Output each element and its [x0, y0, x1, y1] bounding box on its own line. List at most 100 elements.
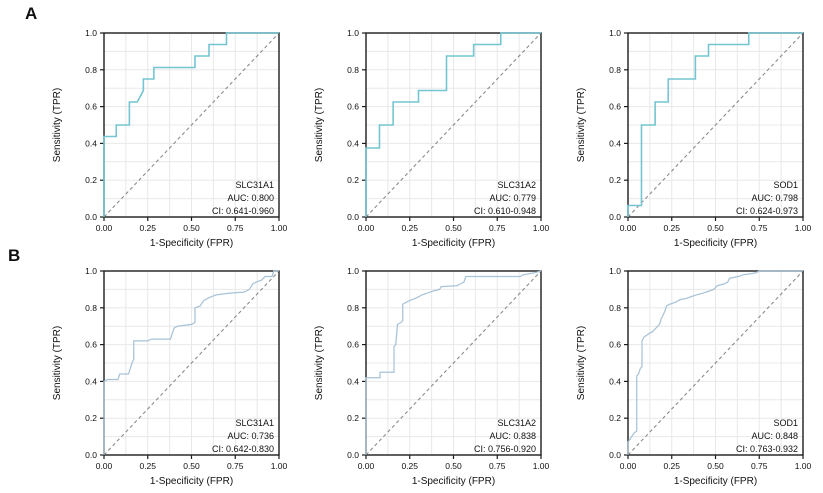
y-axis-label: Sensitivity (TPR): [576, 326, 587, 400]
x-tick-label: 0.75: [227, 223, 244, 233]
panel-b-slc31a1: 0.00 0.25 0.50 0.75 1.00 0.0 0.2 0.4 0.6 0.8 1.0 1-…: [40, 262, 292, 492]
x-tick-label: 0.75: [751, 461, 768, 471]
y-tick-label: 1.0: [85, 28, 97, 38]
gene-label: SLC31A1: [235, 180, 274, 190]
roc-plot-a-sod1: 0.00 0.25 0.50 0.75 1.00 0.0 0.2 0.4 0.6 0.8 1.0 1-…: [576, 28, 812, 249]
ci-value: CI: 0.641-0.960: [212, 206, 274, 216]
y-tick-label: 0.2: [85, 175, 97, 185]
roc-curve: [627, 32, 803, 217]
roc-plot-b-sod1: 0.00 0.25 0.50 0.75 1.00 0.0 0.2 0.4 0.6 0.8 1.0 1-…: [576, 266, 812, 487]
x-tick-label: 0.50: [183, 461, 200, 471]
y-tick-label: 0.4: [609, 376, 621, 386]
auc-value: AUC: 0.779: [489, 193, 536, 203]
x-tick-label: 0.00: [358, 223, 375, 233]
y-tick-label: 0.6: [609, 340, 621, 350]
roc-plot-a-slc31a1: 0.00 0.25 0.50 0.75 1.00 0.0 0.2 0.4 0.6 0.8 1.0 1-…: [52, 28, 288, 249]
y-axis-label: Sensitivity (TPR): [52, 88, 63, 162]
y-tick-label: 0.8: [347, 65, 359, 75]
panel-a-slc31a2: 0.00 0.25 0.50 0.75 1.00 0.0 0.2 0.4 0.6 0.8 1.0 1-…: [302, 24, 554, 254]
ci-value: CI: 0.756-0.920: [474, 444, 536, 454]
x-tick-label: 0.25: [139, 461, 156, 471]
auc-value: AUC: 0.838: [489, 431, 536, 441]
x-tick-label: 1.00: [533, 223, 550, 233]
y-axis-label: Sensitivity (TPR): [314, 326, 325, 400]
y-tick-label: 0.4: [347, 138, 359, 148]
panel-b-sod1: 0.00 0.25 0.50 0.75 1.00 0.0 0.2 0.4 0.6 0.8 1.0 1-…: [564, 262, 816, 492]
gene-label: SOD1: [773, 418, 798, 428]
y-tick-label: 0.6: [85, 340, 97, 350]
y-tick-label: 0.8: [609, 65, 621, 75]
y-tick-label: 0.8: [85, 65, 97, 75]
roc-plot-b-slc31a1: 0.00 0.25 0.50 0.75 1.00 0.0 0.2 0.4 0.6 0.8 1.0 1-…: [52, 266, 288, 487]
gene-label: SLC31A1: [235, 418, 274, 428]
roc-curve: [365, 270, 542, 455]
x-tick-label: 1.00: [795, 223, 812, 233]
roc-curve: [365, 32, 541, 217]
x-tick-label: 1.00: [271, 223, 288, 233]
panel-row-b: 0.00 0.25 0.50 0.75 1.00 0.0 0.2 0.4 0.6 0.8 1.0 1-…: [40, 262, 816, 492]
y-tick-label: 1.0: [347, 28, 359, 38]
roc-curve: [103, 270, 279, 455]
y-tick-label: 1.0: [85, 266, 97, 276]
x-tick-label: 0.25: [663, 223, 680, 233]
x-tick-label: 1.00: [533, 461, 550, 471]
y-axis-label: Sensitivity (TPR): [576, 88, 587, 162]
auc-value: AUC: 0.848: [751, 431, 798, 441]
y-tick-label: 0.8: [609, 303, 621, 313]
ci-value: CI: 0.610-0.948: [474, 206, 536, 216]
x-tick-label: 0.50: [183, 223, 200, 233]
y-tick-label: 1.0: [609, 28, 621, 38]
panel-row-a: 0.00 0.25 0.50 0.75 1.00 0.0 0.2 0.4 0.6 0.8 1.0 1-…: [40, 24, 816, 254]
x-axis-label: 1-Specificity (FPR): [412, 476, 495, 487]
x-tick-label: 0.50: [707, 223, 724, 233]
panel-a-slc31a1: 0.00 0.25 0.50 0.75 1.00 0.0 0.2 0.4 0.6 0.8 1.0 1-…: [40, 24, 292, 254]
x-tick-label: 0.75: [489, 461, 506, 471]
x-tick-label: 0.00: [358, 461, 375, 471]
x-tick-label: 0.50: [707, 461, 724, 471]
x-axis-label: 1-Specificity (FPR): [674, 476, 757, 487]
auc-value: AUC: 0.800: [227, 193, 274, 203]
x-tick-label: 0.00: [620, 461, 637, 471]
x-axis-label: 1-Specificity (FPR): [674, 238, 757, 249]
y-tick-label: 0.4: [85, 376, 97, 386]
x-tick-label: 0.00: [96, 223, 113, 233]
y-tick-label: 0.4: [85, 138, 97, 148]
y-tick-label: 0.6: [609, 102, 621, 112]
panel-a-sod1: 0.00 0.25 0.50 0.75 1.00 0.0 0.2 0.4 0.6 0.8 1.0 1-…: [564, 24, 816, 254]
x-axis-label: 1-Specificity (FPR): [150, 476, 233, 487]
x-tick-label: 0.75: [489, 223, 506, 233]
y-tick-label: 1.0: [609, 266, 621, 276]
y-axis-label: Sensitivity (TPR): [52, 326, 63, 400]
y-tick-label: 0.6: [347, 340, 359, 350]
y-tick-label: 0.8: [347, 303, 359, 313]
panel-b-slc31a2: 0.00 0.25 0.50 0.75 1.00 0.0 0.2 0.4 0.6 0.8 1.0 1-…: [302, 262, 554, 492]
x-tick-label: 0.25: [401, 461, 418, 471]
gene-label: SLC31A2: [497, 180, 536, 190]
reference-diagonal: [103, 32, 280, 218]
y-tick-label: 0.0: [85, 212, 97, 222]
roc-curve: [627, 270, 803, 455]
y-tick-label: 0.2: [347, 413, 359, 423]
x-tick-label: 0.50: [445, 461, 462, 471]
x-tick-label: 0.25: [401, 223, 418, 233]
y-tick-label: 0.4: [347, 376, 359, 386]
y-tick-label: 0.6: [85, 102, 97, 112]
reference-diagonal: [365, 32, 542, 218]
roc-plot-a-slc31a2: 0.00 0.25 0.50 0.75 1.00 0.0 0.2 0.4 0.6 0.8 1.0 1-…: [314, 28, 550, 249]
x-tick-label: 1.00: [271, 461, 288, 471]
x-tick-label: 0.25: [663, 461, 680, 471]
y-tick-label: 0.2: [85, 413, 97, 423]
roc-plot-b-slc31a2: 0.00 0.25 0.50 0.75 1.00 0.0 0.2 0.4 0.6 0.8 1.0 1-…: [314, 266, 550, 487]
y-tick-label: 0.2: [609, 175, 621, 185]
panel-label-b: B: [8, 246, 21, 265]
y-tick-label: 0.6: [347, 102, 359, 112]
y-tick-label: 0.0: [347, 212, 359, 222]
reference-diagonal: [365, 270, 542, 456]
auc-value: AUC: 0.798: [751, 193, 798, 203]
reference-diagonal: [627, 270, 804, 456]
x-tick-label: 0.25: [139, 223, 156, 233]
y-tick-label: 0.0: [85, 450, 97, 460]
y-tick-label: 1.0: [347, 266, 359, 276]
x-tick-label: 0.50: [445, 223, 462, 233]
